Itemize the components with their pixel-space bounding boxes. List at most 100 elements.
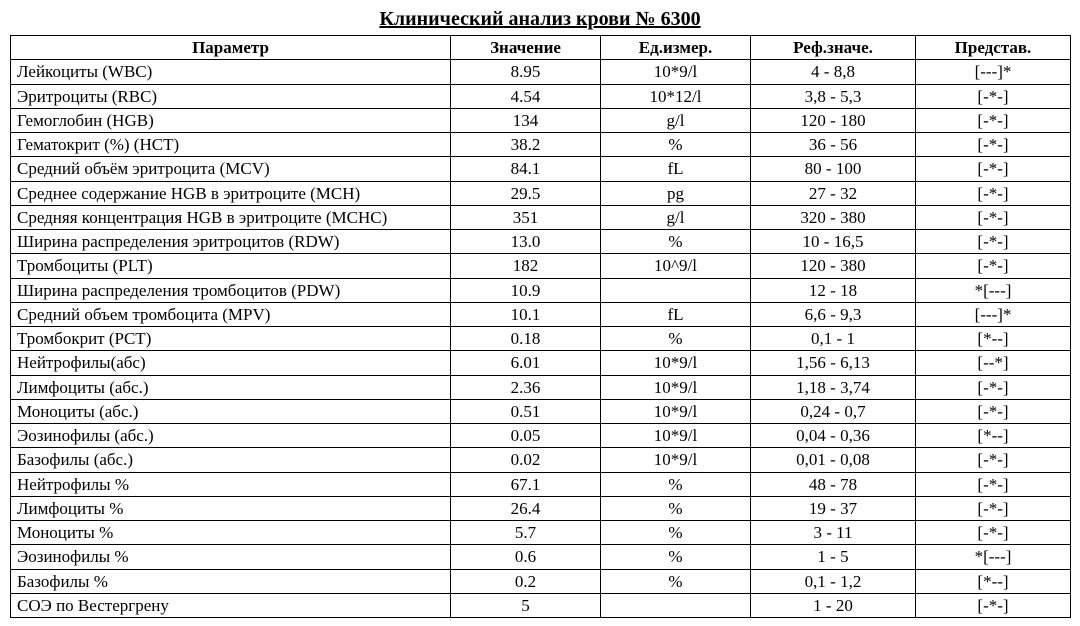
cell-view: [--*]: [916, 351, 1071, 375]
col-header-param: Параметр: [11, 36, 451, 60]
cell-ref: 120 - 180: [751, 108, 916, 132]
cell-value: 4.54: [451, 84, 601, 108]
cell-unit: fL: [601, 157, 751, 181]
cell-param: Гемоглобин (HGB): [11, 108, 451, 132]
cell-ref: 0,24 - 0,7: [751, 399, 916, 423]
cell-view: [-*-]: [916, 108, 1071, 132]
table-row: Средняя концентрация HGB в эритроците (M…: [11, 205, 1071, 229]
cell-ref: 0,1 - 1: [751, 327, 916, 351]
cell-value: 2.36: [451, 375, 601, 399]
cell-view: [-*-]: [916, 133, 1071, 157]
cell-unit: %: [601, 496, 751, 520]
cell-ref: 0,1 - 1,2: [751, 569, 916, 593]
cell-value: 0.18: [451, 327, 601, 351]
cell-unit: g/l: [601, 108, 751, 132]
cell-view: [-*-]: [916, 375, 1071, 399]
col-header-ref: Реф.значе.: [751, 36, 916, 60]
cell-view: [-*-]: [916, 157, 1071, 181]
cell-ref: 0,04 - 0,36: [751, 424, 916, 448]
cell-unit: 10*9/l: [601, 424, 751, 448]
cell-param: Эритроциты (RBC): [11, 84, 451, 108]
cell-view: [-*-]: [916, 205, 1071, 229]
cell-value: 182: [451, 254, 601, 278]
cell-param: Эозинофилы (абс.): [11, 424, 451, 448]
table-row: Лимфоциты %26.4%19 - 37[-*-]: [11, 496, 1071, 520]
cell-unit: fL: [601, 302, 751, 326]
cell-value: 38.2: [451, 133, 601, 157]
cell-view: [-*-]: [916, 496, 1071, 520]
cell-ref: 320 - 380: [751, 205, 916, 229]
cell-unit: 10^9/l: [601, 254, 751, 278]
table-row: Лейкоциты (WBC)8.9510*9/l4 - 8,8[---]*: [11, 60, 1071, 84]
cell-value: 10.1: [451, 302, 601, 326]
table-row: Тромбоциты (PLT)18210^9/l120 - 380[-*-]: [11, 254, 1071, 278]
cell-unit: 10*9/l: [601, 375, 751, 399]
table-row: Средний объем тромбоцита (MPV)10.1fL6,6 …: [11, 302, 1071, 326]
table-row: Нейтрофилы(абс)6.0110*9/l1,56 - 6,13[--*…: [11, 351, 1071, 375]
col-header-value: Значение: [451, 36, 601, 60]
cell-ref: 36 - 56: [751, 133, 916, 157]
cell-unit: 10*12/l: [601, 84, 751, 108]
cell-view: [-*-]: [916, 230, 1071, 254]
cell-param: Средняя концентрация HGB в эритроците (M…: [11, 205, 451, 229]
cell-value: 5.7: [451, 521, 601, 545]
cell-unit: [601, 278, 751, 302]
cell-ref: 4 - 8,8: [751, 60, 916, 84]
cell-ref: 19 - 37: [751, 496, 916, 520]
cell-ref: 120 - 380: [751, 254, 916, 278]
cell-unit: g/l: [601, 205, 751, 229]
cell-param: Базофилы (абс.): [11, 448, 451, 472]
cell-value: 351: [451, 205, 601, 229]
cell-param: Средний объем тромбоцита (MPV): [11, 302, 451, 326]
cell-value: 0.05: [451, 424, 601, 448]
cell-view: *[---]: [916, 545, 1071, 569]
table-row: Эозинофилы %0.6%1 - 5*[---]: [11, 545, 1071, 569]
col-header-view: Представ.: [916, 36, 1071, 60]
cell-unit: 10*9/l: [601, 448, 751, 472]
cell-param: Ширина распределения тромбоцитов (PDW): [11, 278, 451, 302]
table-row: Эритроциты (RBC)4.5410*12/l3,8 - 5,3[-*-…: [11, 84, 1071, 108]
table-row: Ширина распределения эритроцитов (RDW)13…: [11, 230, 1071, 254]
cell-ref: 1,56 - 6,13: [751, 351, 916, 375]
cell-value: 134: [451, 108, 601, 132]
cell-param: Ширина распределения эритроцитов (RDW): [11, 230, 451, 254]
cell-view: [-*-]: [916, 448, 1071, 472]
cell-ref: 80 - 100: [751, 157, 916, 181]
cell-view: [-*-]: [916, 472, 1071, 496]
table-row: Моноциты (абс.)0.5110*9/l0,24 - 0,7[-*-]: [11, 399, 1071, 423]
cell-ref: 3,8 - 5,3: [751, 84, 916, 108]
cell-view: [-*-]: [916, 399, 1071, 423]
cell-value: 67.1: [451, 472, 601, 496]
cell-param: Моноциты (абс.): [11, 399, 451, 423]
cell-ref: 48 - 78: [751, 472, 916, 496]
cell-value: 84.1: [451, 157, 601, 181]
cell-view: [*--]: [916, 569, 1071, 593]
cell-view: [-*-]: [916, 181, 1071, 205]
table-row: Ширина распределения тромбоцитов (PDW)10…: [11, 278, 1071, 302]
cell-param: Среднее содержание HGB в эритроците (MCH…: [11, 181, 451, 205]
cell-param: Базофилы %: [11, 569, 451, 593]
cell-unit: pg: [601, 181, 751, 205]
cell-param: Лейкоциты (WBC): [11, 60, 451, 84]
cell-unit: %: [601, 230, 751, 254]
cell-param: Средний объём эритроцита (MCV): [11, 157, 451, 181]
blood-test-table: Параметр Значение Ед.измер. Реф.значе. П…: [10, 35, 1071, 618]
table-row: Гематокрит (%) (HCT)38.2%36 - 56[-*-]: [11, 133, 1071, 157]
table-row: Эозинофилы (абс.)0.0510*9/l0,04 - 0,36[*…: [11, 424, 1071, 448]
cell-ref: 27 - 32: [751, 181, 916, 205]
cell-param: Тромбоциты (PLT): [11, 254, 451, 278]
table-row: Средний объём эритроцита (MCV)84.1fL80 -…: [11, 157, 1071, 181]
cell-value: 0.6: [451, 545, 601, 569]
table-body: Лейкоциты (WBC)8.9510*9/l4 - 8,8[---]*Эр…: [11, 60, 1071, 618]
cell-param: Тромбокрит (PCT): [11, 327, 451, 351]
col-header-unit: Ед.измер.: [601, 36, 751, 60]
table-row: Тромбокрит (PCT)0.18%0,1 - 1[*--]: [11, 327, 1071, 351]
cell-ref: 0,01 - 0,08: [751, 448, 916, 472]
cell-unit: %: [601, 521, 751, 545]
cell-unit: 10*9/l: [601, 399, 751, 423]
table-row: Гемоглобин (HGB)134g/l120 - 180[-*-]: [11, 108, 1071, 132]
table-row: Лимфоциты (абс.)2.3610*9/l1,18 - 3,74[-*…: [11, 375, 1071, 399]
cell-view: [*--]: [916, 424, 1071, 448]
cell-ref: 3 - 11: [751, 521, 916, 545]
table-header-row: Параметр Значение Ед.измер. Реф.значе. П…: [11, 36, 1071, 60]
